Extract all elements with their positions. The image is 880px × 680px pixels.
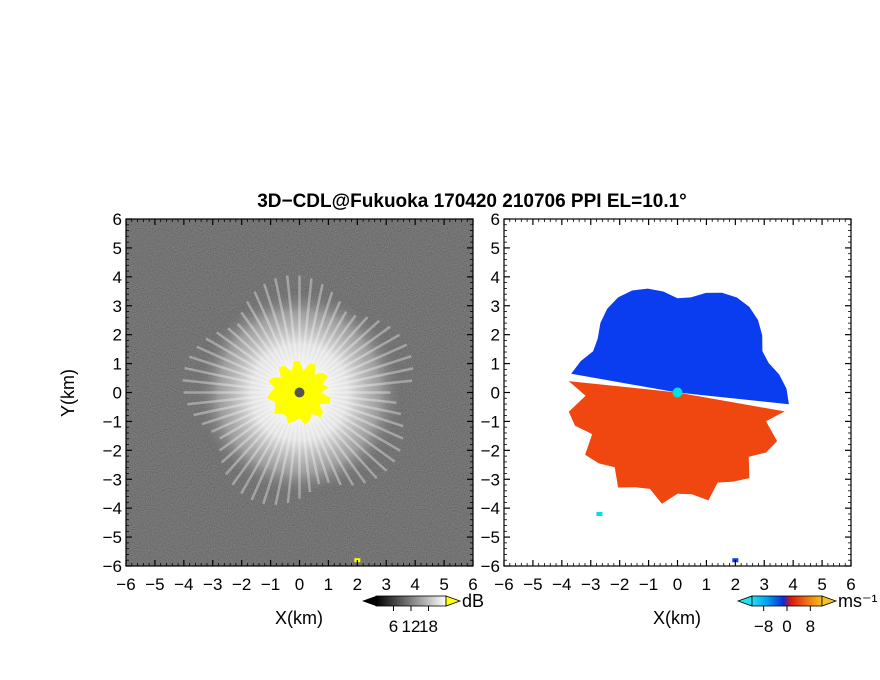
x-tick-label: 1 [324, 575, 333, 594]
y-tick-label: −1 [103, 412, 122, 431]
x-tick-label: 4 [788, 575, 797, 594]
x-tick-label: 2 [353, 575, 362, 594]
y-tick-label: −4 [103, 499, 122, 518]
x-tick-label: 3 [382, 575, 391, 594]
y-tick-label: −2 [103, 441, 122, 460]
y-tick-label: 0 [491, 384, 500, 403]
colorbar-tick-label: −8 [754, 617, 773, 636]
x-tick-label: 1 [702, 575, 711, 594]
y-tick-label: −5 [481, 528, 500, 547]
x-tick-label: −4 [174, 575, 193, 594]
y-tick-label: −3 [103, 470, 122, 489]
doppler-velocity-echo [568, 288, 789, 504]
x-tick-label: −6 [116, 575, 135, 594]
velocity-colorbar-unit: ms⁻¹ [838, 591, 878, 611]
receding-velocity-region [568, 381, 785, 504]
right-x-axis-label: X(km) [653, 608, 701, 628]
y-tick-label: 2 [491, 326, 500, 345]
y-tick-label: 1 [491, 355, 500, 374]
y-tick-label: 2 [113, 326, 122, 345]
y-tick-label: −4 [481, 499, 500, 518]
y-tick-label: 3 [113, 297, 122, 316]
y-tick-label: 0 [113, 384, 122, 403]
x-tick-label: −6 [494, 575, 513, 594]
x-tick-label: 5 [439, 575, 448, 594]
vel-colorbar-low-arrow [736, 595, 753, 607]
x-tick-label: 0 [295, 575, 304, 594]
y-tick-label: 5 [491, 239, 500, 258]
velocity-ticks [503, 218, 852, 567]
x-tick-label: −5 [145, 575, 164, 594]
x-tick-label: −5 [523, 575, 542, 594]
x-tick-label: 6 [468, 575, 477, 594]
y-tick-label: 6 [113, 210, 122, 229]
y-tick-label: −5 [103, 528, 122, 547]
velocity-colorbar: −8 0 8 ms⁻¹ [736, 591, 878, 636]
x-tick-label: −2 [232, 575, 251, 594]
y-tick-label: 4 [491, 268, 500, 287]
radar-site-marker [294, 387, 305, 398]
colorbar-tick-label: 6 [389, 617, 398, 636]
y-tick-label: −6 [481, 557, 500, 576]
y-tick-label: −1 [481, 412, 500, 431]
x-tick-label: −3 [203, 575, 222, 594]
x-tick-label: 2 [731, 575, 740, 594]
y-axis-label: Y(km) [58, 369, 78, 417]
colorbar-tick-label: 8 [806, 617, 815, 636]
x-tick-label: 5 [817, 575, 826, 594]
y-tick-label: −2 [481, 441, 500, 460]
db-colorbar-unit: dB [462, 591, 484, 611]
x-tick-label: −4 [552, 575, 571, 594]
y-tick-label: 1 [113, 355, 122, 374]
x-tick-label: −3 [581, 575, 600, 594]
reflectivity-panel: −6 −5 −4 −3 −2 −1 0 1 2 3 4 5 6 6543210−1−2−3−4−5−6 … [58, 210, 478, 628]
db-colorbar-low-arrow [362, 596, 376, 606]
velocity-x-tick-labels: −6 −5 −4 −3 −2 −1 0 1 2 3 4 5 6 [494, 575, 855, 594]
x-tick-label: 3 [760, 575, 769, 594]
y-tick-label: −6 [103, 557, 122, 576]
x-tick-label: −2 [610, 575, 629, 594]
db-colorbar-ramp [375, 595, 447, 607]
small-target [596, 511, 603, 516]
x-tick-label: 6 [846, 575, 855, 594]
y-tick-label: −3 [481, 470, 500, 489]
x-tick-label: −1 [261, 575, 280, 594]
x-tick-label: −1 [639, 575, 658, 594]
colorbar-tick-label: 12 [402, 617, 421, 636]
db-colorbar-high-arrow [445, 595, 462, 607]
velocity-colorbar-ticks: −8 0 8 [754, 606, 815, 636]
velocity-panel: −6 −5 −4 −3 −2 −1 0 1 2 3 4 5 6 6543210−1−2−3−4−5−6 … [481, 210, 856, 628]
y-tick-label: 3 [491, 297, 500, 316]
figure-title: 3D−CDL@Fukuoka 170420 210706 PPI EL=10.1… [257, 191, 687, 212]
velocity-y-tick-labels: 6 5 4 3 2 1 0 −1 −2 −3 −4 −5 −6 [481, 210, 500, 576]
y-tick-label: 4 [113, 268, 122, 287]
x-tick-label: 0 [673, 575, 682, 594]
colorbar-tick-label: 0 [782, 617, 791, 636]
vel-colorbar-ramp [751, 595, 823, 607]
vel-colorbar-high-arrow [821, 595, 838, 607]
colorbar-tick-label: 18 [419, 617, 438, 636]
reflectivity-x-tick-labels: −6 −5 −4 −3 −2 −1 0 1 2 3 4 5 6 [116, 575, 477, 594]
reflectivity-y-tick-labels: 6 5 4 3 2 1 0 −1 −2 −3 −4 −5 −6 [103, 210, 122, 576]
approaching-velocity-region [571, 288, 789, 405]
x-tick-label: 4 [410, 575, 419, 594]
y-tick-label: 5 [113, 239, 122, 258]
left-x-axis-label: X(km) [275, 608, 323, 628]
y-tick-label: 6 [491, 210, 500, 229]
radar-site-marker-velocity [672, 387, 683, 398]
reflectivity-ticks [125, 218, 474, 567]
